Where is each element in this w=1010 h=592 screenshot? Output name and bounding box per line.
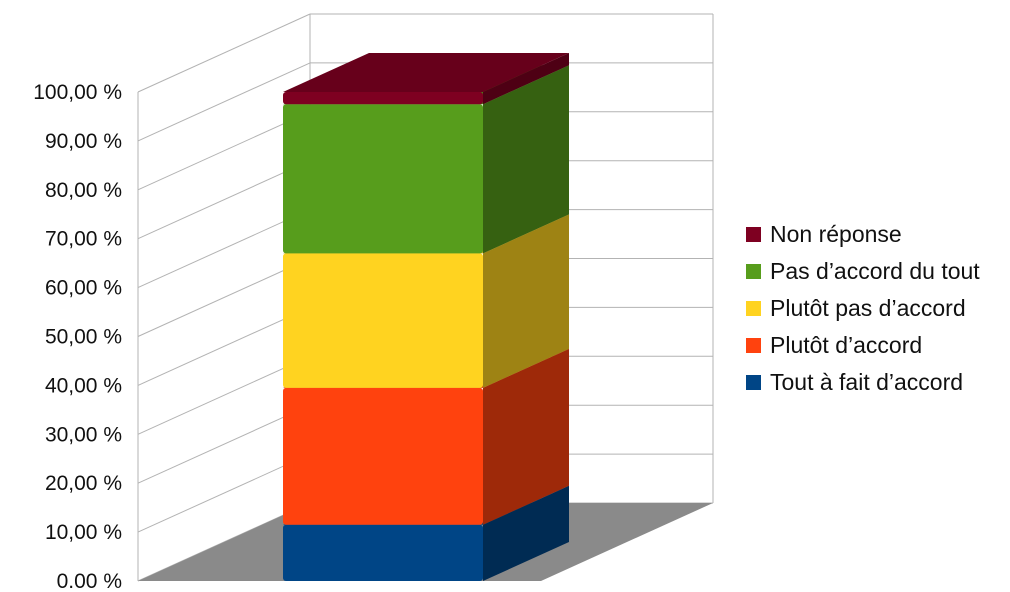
- bar-front-face: [283, 253, 483, 388]
- y-tick-label: 0.00 %: [57, 570, 122, 592]
- legend-label: Plutôt pas d’accord: [770, 295, 966, 321]
- legend-swatch: [746, 375, 761, 390]
- legend-swatch: [746, 338, 761, 353]
- gridline-side: [137, 404, 311, 484]
- bar-front-face: [283, 104, 483, 254]
- gridline-side: [137, 62, 311, 142]
- bar-side-face: [483, 485, 569, 581]
- legend-swatch: [746, 264, 761, 279]
- gridline-side: [137, 306, 311, 386]
- legend-item-pas-d-accord-du-tout: Pas d’accord du tout: [746, 253, 980, 290]
- bar-side-face: [483, 214, 569, 388]
- gridline-side: [137, 160, 311, 240]
- legend-label: Tout à fait d’accord: [770, 369, 964, 395]
- chart-bars: [283, 53, 569, 581]
- legend-item-plutot-pas-d-accord: Plutôt pas d’accord: [746, 290, 980, 327]
- gridline-side: [137, 355, 311, 435]
- legend-swatch: [746, 301, 761, 316]
- gridline-side: [137, 13, 311, 93]
- gridline-side: [137, 111, 311, 191]
- legend-label: Plutôt d’accord: [770, 332, 923, 358]
- y-tick-label: 40,00 %: [45, 374, 122, 397]
- legend-label: Non réponse: [770, 221, 902, 247]
- y-tick-label: 100,00 %: [33, 81, 122, 104]
- bar-segment-4: [283, 53, 569, 105]
- bar-top-face: [283, 53, 569, 92]
- legend-label: Pas d’accord du tout: [770, 258, 980, 284]
- y-tick-label: 90,00 %: [45, 130, 122, 153]
- legend-item-tout-a-fait-d-accord: Tout à fait d’accord: [746, 364, 980, 401]
- gridline-side: [137, 453, 311, 533]
- bar-front-face: [283, 387, 483, 525]
- legend-swatch: [746, 227, 761, 242]
- bar-front-face: [283, 92, 483, 105]
- legend-item-non-reponse: Non réponse: [746, 216, 980, 253]
- y-axis-ticks: 0.00 % 10,00 % 20,00 % 30,00 % 40,00 % 50,00 …: [33, 81, 122, 592]
- bar-side-face: [483, 65, 569, 254]
- legend-item-plutot-d-accord: Plutôt d’accord: [746, 327, 980, 364]
- y-tick-label: 80,00 %: [45, 179, 122, 202]
- y-tick-label: 60,00 %: [45, 277, 122, 300]
- y-tick-label: 50,00 %: [45, 326, 122, 349]
- y-tick-label: 10,00 %: [45, 521, 122, 544]
- y-tick-label: 20,00 %: [45, 472, 122, 495]
- bar-side-face: [483, 348, 569, 525]
- legend: Non réponse Pas d’accord du tout Plutôt …: [746, 216, 980, 401]
- gridline-side: [137, 209, 311, 289]
- gridline-side: [137, 258, 311, 337]
- y-tick-label: 30,00 %: [45, 423, 122, 446]
- y-tick-label: 70,00 %: [45, 228, 122, 251]
- bar-front-face: [283, 524, 483, 581]
- bar-side-face: [483, 53, 569, 105]
